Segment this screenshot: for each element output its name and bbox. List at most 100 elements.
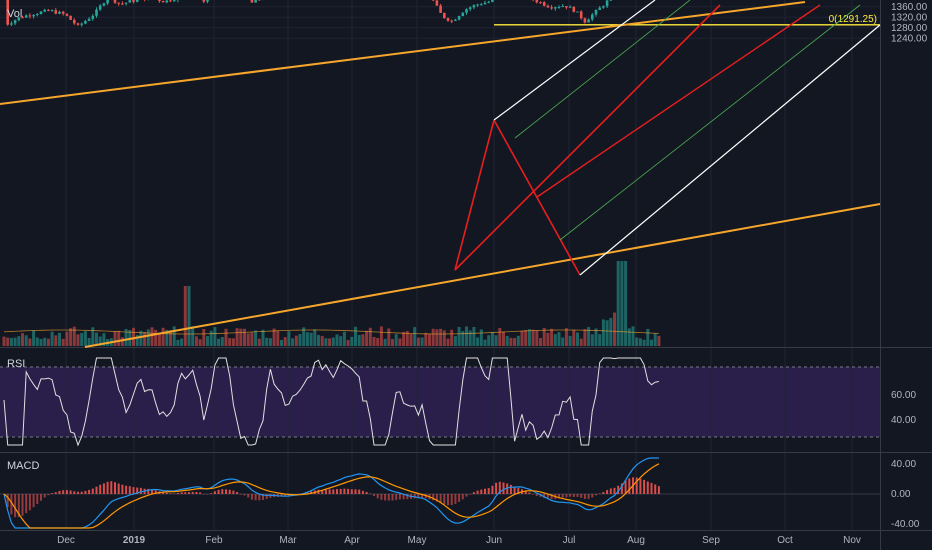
macd-histogram-bar <box>606 490 609 494</box>
volume-bar <box>46 338 50 346</box>
volume-bar <box>424 332 428 346</box>
macd-histogram-bar <box>439 494 442 504</box>
volume-bar <box>601 319 605 346</box>
candle <box>135 0 139 3</box>
volume-bar <box>202 328 206 346</box>
candle <box>468 6 472 12</box>
candle-body <box>472 5 476 8</box>
macd-histogram-bar <box>458 494 461 502</box>
volume-bar <box>387 328 391 346</box>
macd-histogram-bar <box>77 491 79 494</box>
macd-histogram-bar <box>169 493 172 494</box>
macd-signal-line <box>3 463 660 529</box>
volume-bar <box>431 328 435 346</box>
volume-bar <box>376 337 380 346</box>
time-axis-tick: Mar <box>279 535 297 546</box>
volume-bar <box>39 339 43 346</box>
candle-body <box>583 18 587 23</box>
candle-body <box>95 9 98 16</box>
volume-bar <box>394 334 398 346</box>
volume-bar <box>576 332 579 346</box>
volume-bar <box>354 326 357 346</box>
macd-histogram-bar <box>306 492 309 494</box>
macd-histogram-bar <box>32 494 35 508</box>
candle-body <box>576 11 579 13</box>
candle-body <box>605 0 609 7</box>
pitchfork-inner-line <box>514 0 691 139</box>
volume-bar <box>346 339 350 346</box>
macd-histogram-bar <box>139 487 142 494</box>
volume-bar <box>28 338 32 346</box>
volume-bar <box>268 338 272 346</box>
pitchfork-inner-line <box>559 4 861 241</box>
macd-histogram-bar <box>498 481 501 494</box>
candle <box>435 0 439 6</box>
volume-bar <box>335 334 339 346</box>
macd-histogram-bar <box>469 494 472 495</box>
volume-bar <box>324 338 328 346</box>
macd-histogram-bar <box>643 479 646 494</box>
volume-bar <box>83 331 87 346</box>
candle <box>542 1 546 7</box>
candle-body <box>161 1 165 3</box>
candle-body <box>446 18 450 21</box>
macd-histogram-bar <box>620 483 623 494</box>
rsi-band <box>0 367 880 437</box>
volume-bar <box>631 326 635 346</box>
volume-bar <box>472 326 476 346</box>
volume-bar <box>21 333 24 346</box>
candle <box>80 22 83 27</box>
candle <box>206 0 209 4</box>
macd-histogram-bar <box>310 491 313 494</box>
volume-bar <box>6 337 10 346</box>
volume-bar <box>587 327 591 346</box>
volume-bar <box>616 261 620 346</box>
macd-histogram-bar <box>173 493 176 494</box>
volume-bar <box>224 328 228 346</box>
macd-histogram-bar <box>202 494 205 495</box>
macd-histogram-bar <box>387 494 390 501</box>
candle <box>602 5 605 9</box>
volume-bar <box>80 332 84 346</box>
candle <box>113 0 117 5</box>
time-axis-tick: Jun <box>486 535 502 546</box>
candle-body <box>98 5 102 10</box>
volume-bar <box>465 326 468 346</box>
macd-histogram-bar <box>88 489 91 494</box>
candle <box>117 2 120 6</box>
macd-histogram-bar <box>465 494 468 497</box>
time-axis-tick: Apr <box>344 535 360 546</box>
candle <box>446 17 450 22</box>
macd-histogram-bar <box>110 481 113 494</box>
candle <box>28 13 32 19</box>
volume-bar <box>320 335 324 346</box>
macd-histogram-bar <box>609 488 612 494</box>
volume-bar <box>383 338 387 346</box>
candle <box>579 10 583 20</box>
volume-bar <box>135 335 139 346</box>
macd-histogram-bar <box>350 489 353 494</box>
candle <box>169 0 172 2</box>
macd-histogram-bar <box>450 494 453 505</box>
candle <box>605 0 609 8</box>
candle <box>568 5 572 8</box>
pitchfork-median-line <box>536 4 821 198</box>
volume-bar <box>183 286 187 346</box>
candle <box>443 12 446 19</box>
macd-histogram-bar <box>484 488 486 494</box>
macd-histogram-bar <box>43 494 46 498</box>
candle <box>39 10 43 15</box>
candle <box>598 5 601 10</box>
candlesticks <box>6 0 613 27</box>
volume-bar <box>476 337 480 346</box>
candle <box>546 4 550 8</box>
candle <box>476 3 479 7</box>
candle <box>73 18 76 25</box>
lower-trendline <box>84 203 881 348</box>
macd-histogram-bar <box>524 491 527 494</box>
macd-axis-tick: 40.00 <box>891 459 916 470</box>
macd-histogram-bar <box>539 494 542 497</box>
candle <box>572 6 576 13</box>
macd-histogram-bar <box>417 494 420 499</box>
